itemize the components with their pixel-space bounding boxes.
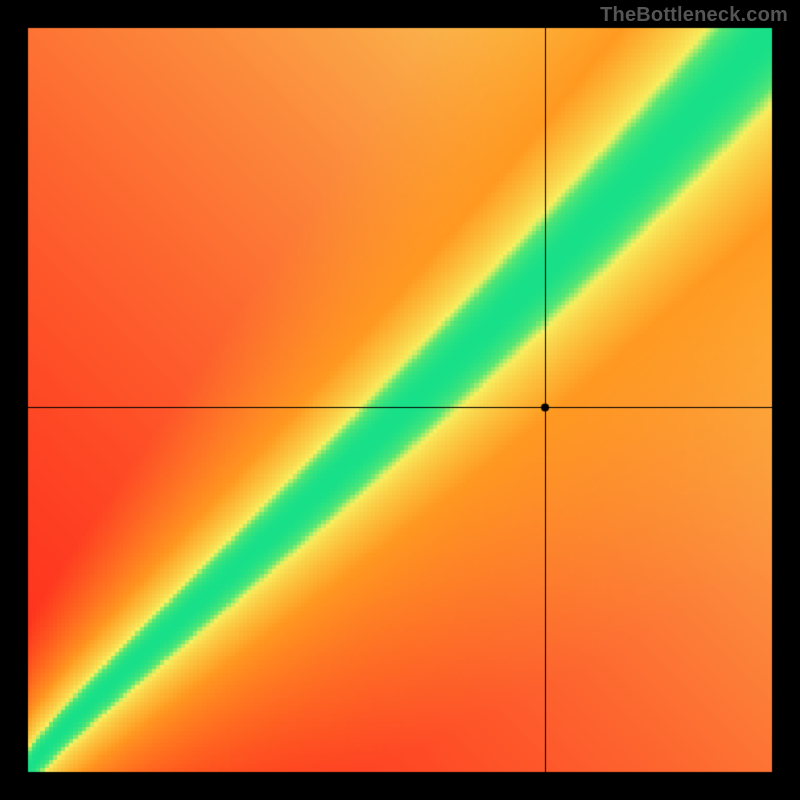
watermark-label: TheBottleneck.com (600, 4, 788, 27)
chart-container: TheBottleneck.com (0, 0, 800, 800)
bottleneck-heatmap (0, 0, 800, 800)
